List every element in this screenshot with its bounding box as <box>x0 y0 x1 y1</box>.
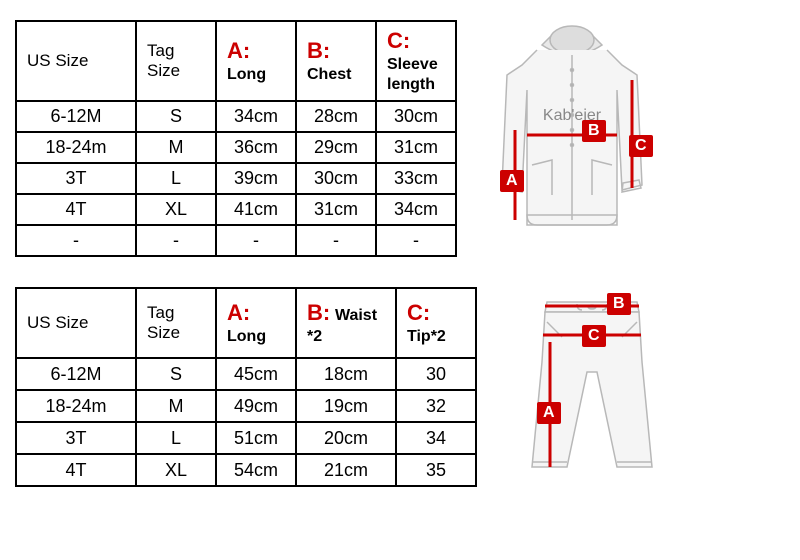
cell: 18-24m <box>16 132 136 163</box>
col-long: A:Long <box>216 288 296 358</box>
cell: 20cm <box>296 422 396 454</box>
pants-header-row: US Size Tag Size A:Long B: Waist *2 C:Ti… <box>16 288 476 358</box>
pants-label-a: A <box>537 402 561 424</box>
cell: 33cm <box>376 163 456 194</box>
cell: 3T <box>16 422 136 454</box>
jacket-table: US Size Tag Size A:Long B:Chest C:Sleeve… <box>15 20 457 257</box>
cell: 18cm <box>296 358 396 390</box>
table-row: 18-24mM36cm29cm31cm <box>16 132 456 163</box>
cell: - <box>216 225 296 256</box>
cell: - <box>136 225 216 256</box>
pants-table: US Size Tag Size A:Long B: Waist *2 C:Ti… <box>15 287 477 487</box>
cell: S <box>136 101 216 132</box>
cell: 18-24m <box>16 390 136 422</box>
table-row: ----- <box>16 225 456 256</box>
table-row: 4TXL54cm21cm35 <box>16 454 476 486</box>
cell: M <box>136 132 216 163</box>
jacket-diagram: Kab'eier B A C <box>467 20 677 250</box>
table-row: 18-24mM49cm19cm32 <box>16 390 476 422</box>
pants-label-b: B <box>607 293 631 315</box>
cell: 34cm <box>376 194 456 225</box>
table-row: 6-12MS34cm28cm30cm <box>16 101 456 132</box>
cell: 19cm <box>296 390 396 422</box>
cell: 31cm <box>296 194 376 225</box>
cell: 51cm <box>216 422 296 454</box>
cell: 54cm <box>216 454 296 486</box>
col-waist: B: Waist *2 <box>296 288 396 358</box>
cell: L <box>136 422 216 454</box>
pants-diagram: B C A <box>487 287 697 487</box>
col-tag-size: Tag Size <box>136 21 216 101</box>
cell: - <box>16 225 136 256</box>
cell: 28cm <box>296 101 376 132</box>
cell: 34 <box>396 422 476 454</box>
cell: S <box>136 358 216 390</box>
table-row: 4TXL41cm31cm34cm <box>16 194 456 225</box>
cell: 32 <box>396 390 476 422</box>
jacket-label-c: C <box>629 135 653 157</box>
jacket-label-b: B <box>582 120 606 142</box>
cell: XL <box>136 194 216 225</box>
cell: 30cm <box>296 163 376 194</box>
pants-label-c: C <box>582 325 606 347</box>
cell: 4T <box>16 454 136 486</box>
cell: 31cm <box>376 132 456 163</box>
cell: - <box>376 225 456 256</box>
jacket-size-chart: US Size Tag Size A:Long B:Chest C:Sleeve… <box>15 20 785 257</box>
col-us-size: US Size <box>16 288 136 358</box>
cell: 29cm <box>296 132 376 163</box>
cell: 35 <box>396 454 476 486</box>
cell: 41cm <box>216 194 296 225</box>
cell: 30cm <box>376 101 456 132</box>
cell: 34cm <box>216 101 296 132</box>
cell: L <box>136 163 216 194</box>
cell: M <box>136 390 216 422</box>
col-long: A:Long <box>216 21 296 101</box>
col-tag-size: Tag Size <box>136 288 216 358</box>
pants-size-chart: US Size Tag Size A:Long B: Waist *2 C:Ti… <box>15 287 785 487</box>
cell: 49cm <box>216 390 296 422</box>
cell: 4T <box>16 194 136 225</box>
jacket-label-a: A <box>500 170 524 192</box>
cell: 30 <box>396 358 476 390</box>
col-chest: B:Chest <box>296 21 376 101</box>
cell: 45cm <box>216 358 296 390</box>
cell: 21cm <box>296 454 396 486</box>
cell: 39cm <box>216 163 296 194</box>
col-tip: C:Tip*2 <box>396 288 476 358</box>
col-us-size: US Size <box>16 21 136 101</box>
cell: - <box>296 225 376 256</box>
col-sleeve: C:Sleeve length <box>376 21 456 101</box>
table-row: 3TL39cm30cm33cm <box>16 163 456 194</box>
jacket-header-row: US Size Tag Size A:Long B:Chest C:Sleeve… <box>16 21 456 101</box>
cell: 6-12M <box>16 358 136 390</box>
cell: 36cm <box>216 132 296 163</box>
cell: 6-12M <box>16 101 136 132</box>
cell: 3T <box>16 163 136 194</box>
table-row: 6-12MS45cm18cm30 <box>16 358 476 390</box>
table-row: 3TL51cm20cm34 <box>16 422 476 454</box>
cell: XL <box>136 454 216 486</box>
